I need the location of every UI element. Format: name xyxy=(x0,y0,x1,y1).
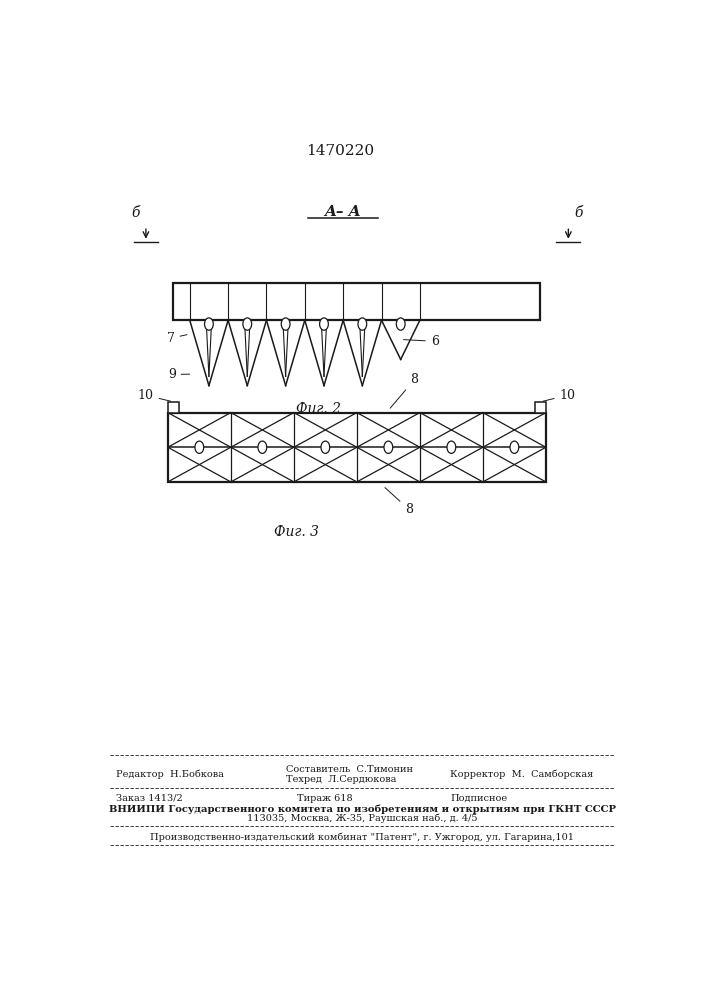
Text: Редактор  Н.Бобкова: Редактор Н.Бобкова xyxy=(116,770,223,779)
Circle shape xyxy=(243,318,252,330)
Text: 6: 6 xyxy=(404,335,439,348)
Circle shape xyxy=(204,318,214,330)
Text: Составитель  С.Тимонин: Составитель С.Тимонин xyxy=(286,765,413,774)
Circle shape xyxy=(258,441,267,453)
Circle shape xyxy=(447,441,456,453)
Text: 8: 8 xyxy=(385,488,413,516)
Circle shape xyxy=(384,441,393,453)
Circle shape xyxy=(320,318,328,330)
Text: Подписное: Подписное xyxy=(450,794,507,803)
Text: A– A: A– A xyxy=(324,205,361,219)
Text: Техред  Л.Сердюкова: Техред Л.Сердюкова xyxy=(286,775,396,784)
Text: 113035, Москва, Ж-35, Раушская наб., д. 4/5: 113035, Москва, Ж-35, Раушская наб., д. … xyxy=(247,814,478,823)
Bar xyxy=(535,402,546,413)
Circle shape xyxy=(195,441,204,453)
Text: Корректор  М.  Самборская: Корректор М. Самборская xyxy=(450,770,593,779)
Text: б: б xyxy=(574,206,583,220)
Text: 10: 10 xyxy=(543,389,575,402)
Bar xyxy=(168,402,179,413)
Text: 8: 8 xyxy=(390,373,419,408)
Text: ВНИИПИ Государственного комитета по изобретениям и открытиям при ГКНТ СССР: ВНИИПИ Государственного комитета по изоб… xyxy=(109,804,616,814)
Text: б: б xyxy=(132,206,140,220)
Bar xyxy=(173,283,540,320)
Circle shape xyxy=(281,318,290,330)
Circle shape xyxy=(358,318,367,330)
Text: Производственно-издательский комбинат "Патент", г. Ужгород, ул. Гагарина,101: Производственно-издательский комбинат "П… xyxy=(151,832,574,842)
Text: Тираж 618: Тираж 618 xyxy=(297,794,352,803)
Text: Фиг. 3: Фиг. 3 xyxy=(274,525,319,539)
Text: 9: 9 xyxy=(168,368,189,381)
Text: 10: 10 xyxy=(138,389,170,402)
Text: Заказ 1413/2: Заказ 1413/2 xyxy=(116,794,182,803)
Circle shape xyxy=(397,318,405,330)
Circle shape xyxy=(321,441,329,453)
Circle shape xyxy=(510,441,519,453)
Bar xyxy=(168,413,546,482)
Text: Фиг. 2: Фиг. 2 xyxy=(296,402,341,416)
Text: 1470220: 1470220 xyxy=(306,144,375,158)
Text: Б–Б: Б–Б xyxy=(302,422,335,436)
Text: 7: 7 xyxy=(167,332,187,345)
